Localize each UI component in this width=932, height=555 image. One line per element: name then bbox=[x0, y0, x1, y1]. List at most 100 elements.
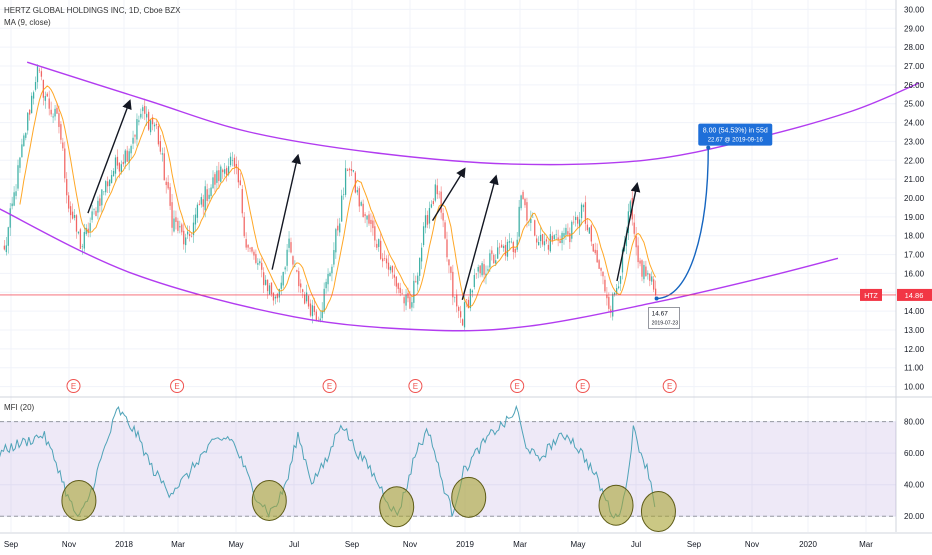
candle-body bbox=[549, 234, 551, 252]
candle-body bbox=[555, 234, 557, 235]
candle-body bbox=[75, 215, 78, 232]
candle-body bbox=[50, 109, 52, 115]
candle-body bbox=[64, 148, 66, 179]
candle-body bbox=[194, 214, 197, 225]
price-tick-label: 24.00 bbox=[904, 119, 925, 128]
candle-body bbox=[387, 262, 390, 270]
time-tick-label: Jul bbox=[631, 540, 641, 549]
candle-body bbox=[247, 244, 249, 248]
candle-body bbox=[167, 182, 169, 189]
candle-body bbox=[434, 184, 436, 201]
candle-body bbox=[337, 225, 339, 231]
candle-body bbox=[58, 113, 60, 127]
earnings-marker-label: E bbox=[71, 382, 76, 391]
candle-body bbox=[177, 220, 179, 231]
candle-body bbox=[653, 279, 655, 290]
mfi-tick-label: 60.00 bbox=[904, 449, 925, 458]
time-tick-label: Sep bbox=[687, 540, 702, 549]
candle-body bbox=[231, 160, 234, 161]
candle-body bbox=[498, 246, 501, 248]
candle-body bbox=[333, 250, 335, 265]
candle-body bbox=[305, 292, 308, 302]
candle-body bbox=[621, 249, 624, 273]
candle-body bbox=[649, 273, 651, 281]
candle-body bbox=[407, 293, 409, 299]
candle-body bbox=[530, 218, 532, 224]
price-tick-label: 18.00 bbox=[904, 232, 925, 241]
candle-body bbox=[645, 266, 647, 277]
candle-body bbox=[600, 267, 602, 271]
candle-body bbox=[25, 133, 27, 138]
candle-body bbox=[303, 294, 306, 304]
candle-body bbox=[274, 296, 277, 299]
candle-body bbox=[506, 241, 509, 257]
candle-body bbox=[602, 271, 604, 277]
candle-body bbox=[422, 226, 425, 246]
candle-body bbox=[214, 174, 216, 185]
candle-body bbox=[253, 251, 255, 256]
candle-body bbox=[222, 169, 224, 173]
candle-body bbox=[272, 292, 275, 301]
candle-body bbox=[592, 243, 594, 252]
candle-body bbox=[192, 222, 195, 236]
legend-symbol: HERTZ GLOBAL HOLDINGS INC, 1D, Cboe BZX bbox=[4, 6, 181, 15]
candle-body bbox=[633, 222, 635, 234]
candle-body bbox=[489, 253, 491, 268]
candle-body bbox=[108, 179, 111, 187]
earnings-marker-label: E bbox=[174, 382, 179, 391]
candle-body bbox=[161, 153, 163, 155]
projection-end-point bbox=[706, 145, 711, 150]
candle-body bbox=[420, 247, 423, 262]
candle-body bbox=[71, 211, 74, 219]
price-tick-label: 10.00 bbox=[904, 383, 925, 392]
earnings-marker-label: E bbox=[515, 382, 520, 391]
time-tick-label: May bbox=[570, 540, 585, 549]
candle-body bbox=[370, 219, 372, 224]
candle-body bbox=[329, 272, 331, 277]
candle-body bbox=[138, 120, 140, 122]
candle-body bbox=[383, 257, 386, 259]
candle-body bbox=[612, 293, 614, 317]
candle-body bbox=[617, 286, 620, 289]
candle-body bbox=[116, 156, 119, 166]
candle-body bbox=[210, 187, 212, 196]
candle-body bbox=[190, 236, 193, 237]
candle-body bbox=[493, 254, 495, 264]
candle-body bbox=[282, 271, 284, 286]
candle-body bbox=[224, 169, 226, 174]
candle-body bbox=[520, 195, 522, 209]
candle-body bbox=[9, 208, 11, 228]
candle-body bbox=[126, 150, 128, 162]
candles bbox=[3, 64, 657, 331]
candle-body bbox=[270, 282, 273, 295]
candle-body bbox=[469, 289, 472, 309]
candle-body bbox=[366, 215, 368, 220]
candle-body bbox=[114, 157, 117, 174]
candle-body bbox=[66, 179, 68, 196]
candle-body bbox=[237, 167, 239, 183]
candle-body bbox=[229, 156, 232, 166]
candle-body bbox=[378, 239, 380, 247]
candle-body bbox=[136, 119, 138, 140]
arc-lines bbox=[0, 61, 920, 332]
mfi-line bbox=[0, 404, 656, 519]
candle-body bbox=[206, 189, 208, 201]
price-tick-label: 26.00 bbox=[904, 81, 925, 90]
candle-body bbox=[103, 191, 105, 193]
candle-body bbox=[580, 204, 583, 219]
legend-ma: MA (9, close) bbox=[4, 18, 51, 27]
candle-body bbox=[149, 120, 152, 133]
candle-body bbox=[21, 144, 23, 158]
mfi-20-line bbox=[0, 404, 656, 519]
candle-body bbox=[227, 166, 230, 175]
candle-body bbox=[424, 215, 427, 228]
candle-body bbox=[459, 311, 462, 318]
candle-body bbox=[473, 274, 475, 288]
candle-body bbox=[389, 266, 392, 271]
candle-body bbox=[586, 224, 589, 231]
candle-body bbox=[561, 232, 563, 243]
candle-body bbox=[288, 238, 290, 248]
